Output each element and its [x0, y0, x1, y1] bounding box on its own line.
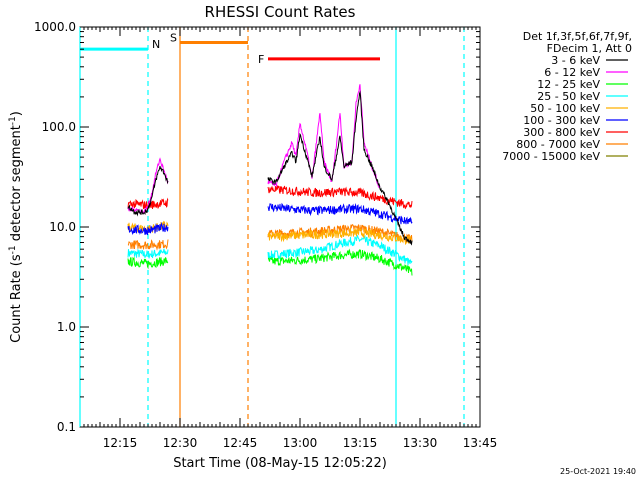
chart-title: RHESSI Count Rates — [205, 3, 356, 21]
y-tick-label: 10.0 — [49, 220, 76, 234]
plot-area: NS F — [79, 26, 481, 428]
series-800-7000-kev-line-2 — [267, 223, 413, 245]
y-axis-label-part3: ) — [9, 111, 24, 116]
annotations: NS F — [80, 31, 380, 66]
series-25-50-kev-line-2 — [267, 234, 413, 266]
legend-item-label: 7000 - 15000 keV — [502, 150, 600, 163]
y-axis-label-sup2: -1 — [8, 116, 18, 125]
y-tick-label: 0.1 — [57, 420, 76, 434]
y-tick-label: 1000.0 — [34, 20, 76, 34]
annotation-label: S — [170, 31, 177, 44]
x-tick-label: 13:45 — [463, 436, 498, 450]
x-tick-label: 12:15 — [103, 436, 138, 450]
series-50-100-kev-line-2 — [267, 227, 413, 246]
x-tick-label: 12:30 — [163, 436, 198, 450]
legend-item-label: 100 - 300 keV — [523, 114, 600, 127]
series-12-25-kev-line-1 — [127, 256, 169, 270]
legend-header-line-2: FDecim 1, Att 0 — [547, 42, 632, 55]
x-tick-label: 13:30 — [403, 436, 438, 450]
legend-item-label: 6 - 12 keV — [544, 66, 600, 79]
series-800-7000-kev-line-1 — [127, 239, 169, 251]
legend-item-label: 300 - 800 keV — [523, 126, 600, 139]
legend-item-label: 12 - 25 keV — [537, 78, 600, 91]
x-tick-label: 13:15 — [343, 436, 378, 450]
x-tick-label: 12:45 — [223, 436, 258, 450]
y-axis-label-part2: detector segment — [9, 125, 24, 245]
event-vlines — [79, 27, 465, 427]
legend-item-label: 50 - 100 keV — [530, 102, 600, 115]
series-group — [127, 84, 413, 276]
annotation-label: F — [258, 53, 264, 66]
series-3-6-kev-line-2 — [267, 90, 413, 246]
footer-date: 25-Oct-2021 19:40 — [560, 467, 636, 476]
y-axis-label: Count Rate (s-1 detector segment-1) — [8, 111, 24, 343]
series-100-300-kev-line-2 — [267, 202, 413, 225]
series-100-300-kev-line-1 — [127, 221, 169, 236]
series-12-25-kev-line-2 — [267, 248, 413, 276]
series-300-800-kev-line-2 — [267, 185, 413, 210]
x-tick-label: 13:00 — [283, 436, 318, 450]
x-axis-label: Start Time (08-May-15 12:05:22) — [173, 456, 387, 471]
y-tick-label: 100.0 — [42, 120, 76, 134]
y-tick-label: 1.0 — [57, 320, 76, 334]
y-axis-label-part1: Count Rate (s — [9, 254, 24, 343]
legend: Det 1f,3f,5f,6f,7f,9f, FDecim 1, Att 0 3… — [502, 30, 632, 163]
series-3-6-kev-line-1 — [127, 165, 169, 217]
legend-header-line-1: Det 1f,3f,5f,6f,7f,9f, — [523, 30, 632, 43]
legend-item-label: 800 - 7000 keV — [516, 138, 600, 151]
x-axis: 12:15 12:30 12:45 13:00 13:15 13:30 13:45 — [83, 27, 498, 450]
y-axis: 0.1 1.0 10.0 100.0 1000.0 — [34, 20, 480, 434]
legend-item-label: 25 - 50 keV — [537, 90, 600, 103]
legend-item-label: 3 - 6 keV — [551, 54, 600, 67]
annotation-label: N — [152, 38, 160, 51]
series-25-50-kev-line-1 — [127, 248, 169, 260]
y-axis-label-sup1: -1 — [8, 245, 18, 254]
